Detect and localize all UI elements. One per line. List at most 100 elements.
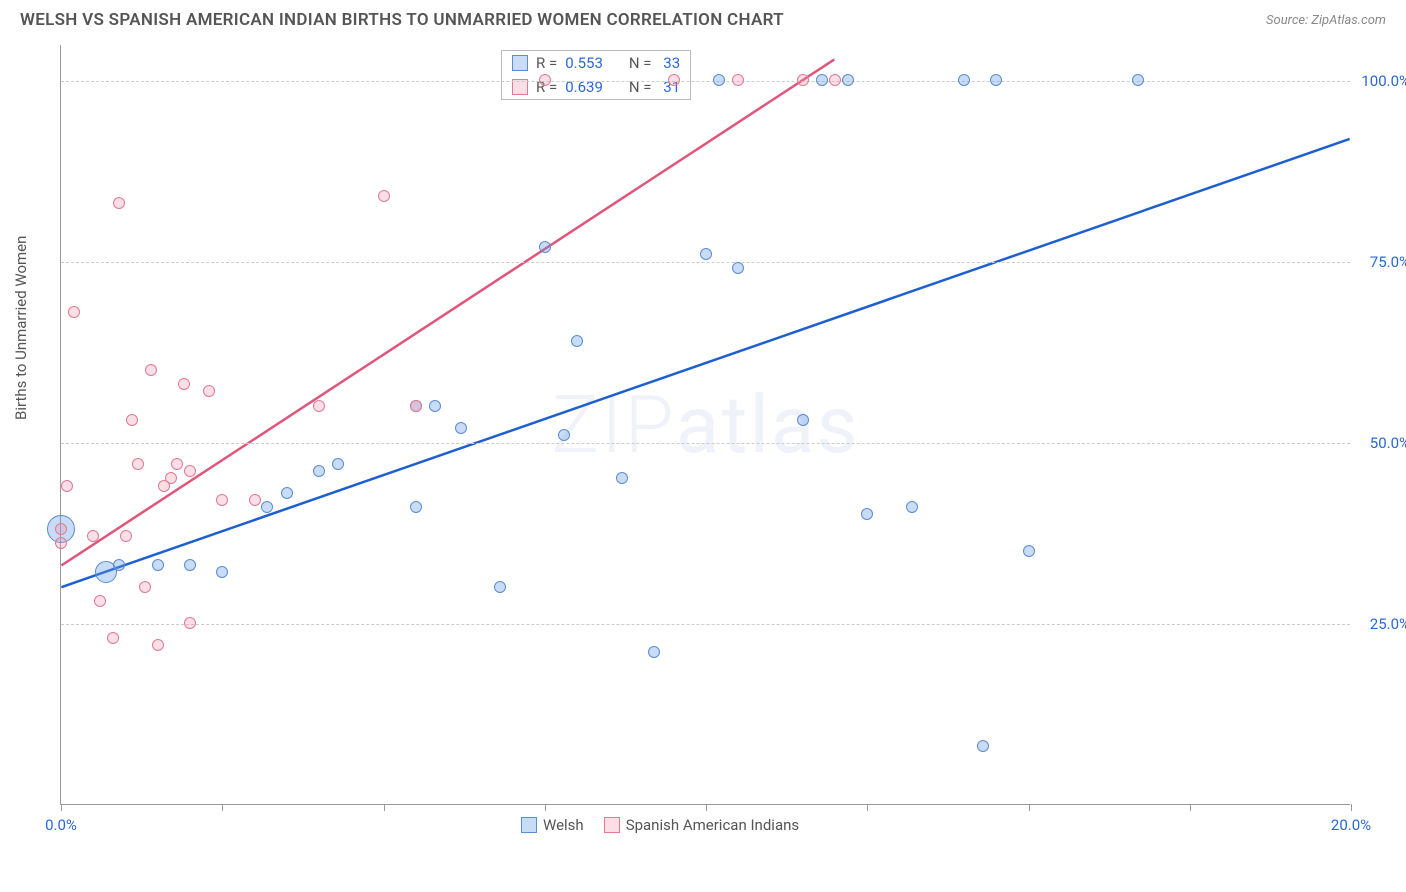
scatter-point: [816, 74, 828, 86]
scatter-point: [184, 465, 196, 477]
scatter-point: [378, 190, 390, 202]
scatter-point: [429, 400, 441, 412]
legend-n-value: 33: [660, 54, 681, 72]
legend-stats: R = 0.553 N = 33 R = 0.639 N = 31: [501, 50, 691, 100]
x-tick: [222, 804, 223, 811]
scatter-point: [648, 646, 660, 658]
scatter-point: [861, 508, 873, 520]
scatter-point: [977, 740, 989, 752]
scatter-point: [668, 74, 680, 86]
scatter-point: [94, 595, 106, 607]
scatter-point: [494, 581, 506, 593]
trend-lines: [61, 45, 1350, 804]
scatter-point: [700, 248, 712, 260]
y-tick-label: 50.0%: [1355, 434, 1406, 452]
scatter-point: [152, 639, 164, 651]
scatter-point: [113, 559, 125, 571]
gridline-h: [61, 443, 1350, 444]
x-tick: [61, 804, 62, 811]
x-tick: [1029, 804, 1030, 811]
legend-swatch: [512, 55, 528, 71]
scatter-point: [313, 465, 325, 477]
scatter-point: [571, 335, 583, 347]
scatter-point: [332, 458, 344, 470]
legend-series: Welsh Spanish American Indians: [521, 816, 799, 834]
x-tick-label: 20.0%: [1331, 816, 1371, 834]
scatter-point: [113, 197, 125, 209]
scatter-point: [152, 559, 164, 571]
scatter-point: [410, 400, 422, 412]
scatter-point: [107, 632, 119, 644]
x-tick-label: 0.0%: [45, 816, 77, 834]
scatter-point: [165, 472, 177, 484]
y-tick-label: 100.0%: [1355, 72, 1406, 90]
legend-series-item: Spanish American Indians: [604, 816, 799, 834]
scatter-point: [455, 422, 467, 434]
scatter-point: [55, 523, 67, 535]
legend-series-label: Welsh: [543, 816, 584, 834]
scatter-point: [410, 501, 422, 513]
legend-swatch: [604, 817, 620, 833]
scatter-point: [261, 501, 273, 513]
scatter-point: [184, 617, 196, 629]
scatter-point: [558, 429, 570, 441]
scatter-point: [216, 494, 228, 506]
x-tick: [706, 804, 707, 811]
source-label: Source: ZipAtlas.com: [1266, 13, 1386, 28]
scatter-point: [732, 74, 744, 86]
trend-line: [61, 139, 1349, 587]
legend-n-label: N =: [629, 54, 652, 72]
legend-series-item: Welsh: [521, 816, 584, 834]
x-tick: [867, 804, 868, 811]
scatter-point: [216, 566, 228, 578]
scatter-point: [842, 74, 854, 86]
y-tick-label: 75.0%: [1355, 253, 1406, 271]
scatter-point: [139, 581, 151, 593]
scatter-point: [145, 364, 157, 376]
scatter-point: [61, 480, 73, 492]
scatter-point: [249, 494, 261, 506]
scatter-point: [539, 74, 551, 86]
scatter-point: [203, 385, 215, 397]
gridline-h: [61, 624, 1350, 625]
scatter-point: [829, 74, 841, 86]
scatter-point: [184, 559, 196, 571]
scatter-point: [1023, 545, 1035, 557]
x-tick: [384, 804, 385, 811]
watermark: ZIPatlas: [551, 378, 859, 472]
scatter-point: [906, 501, 918, 513]
x-tick: [1351, 804, 1352, 811]
y-axis-label: Births to Unmarried Women: [12, 236, 30, 420]
scatter-point: [1132, 74, 1144, 86]
scatter-point: [616, 472, 628, 484]
trend-line: [61, 59, 834, 565]
scatter-point: [958, 74, 970, 86]
scatter-point: [120, 530, 132, 542]
legend-series-label: Spanish American Indians: [626, 816, 799, 834]
scatter-point: [126, 414, 138, 426]
gridline-h: [61, 81, 1350, 82]
scatter-point: [797, 414, 809, 426]
scatter-point: [178, 378, 190, 390]
x-tick: [1190, 804, 1191, 811]
legend-r-label: R =: [536, 54, 557, 72]
scatter-point: [713, 74, 725, 86]
legend-stat-row: R = 0.639 N = 31: [502, 75, 690, 99]
scatter-point: [797, 74, 809, 86]
scatter-point: [171, 458, 183, 470]
scatter-point: [132, 458, 144, 470]
y-tick-label: 25.0%: [1355, 615, 1406, 633]
legend-swatch: [521, 817, 537, 833]
chart-title: WELSH VS SPANISH AMERICAN INDIAN BIRTHS …: [20, 10, 784, 30]
scatter-point: [55, 537, 67, 549]
scatter-point: [990, 74, 1002, 86]
scatter-point: [281, 487, 293, 499]
scatter-point: [732, 262, 744, 274]
scatter-point: [68, 306, 80, 318]
scatter-point: [539, 241, 551, 253]
legend-stat-row: R = 0.553 N = 33: [502, 51, 690, 75]
legend-r-value: 0.553: [565, 54, 603, 72]
chart-area: ZIPatlas R = 0.553 N = 33 R = 0.639 N = …: [60, 45, 1350, 805]
x-tick: [545, 804, 546, 811]
gridline-h: [61, 262, 1350, 263]
